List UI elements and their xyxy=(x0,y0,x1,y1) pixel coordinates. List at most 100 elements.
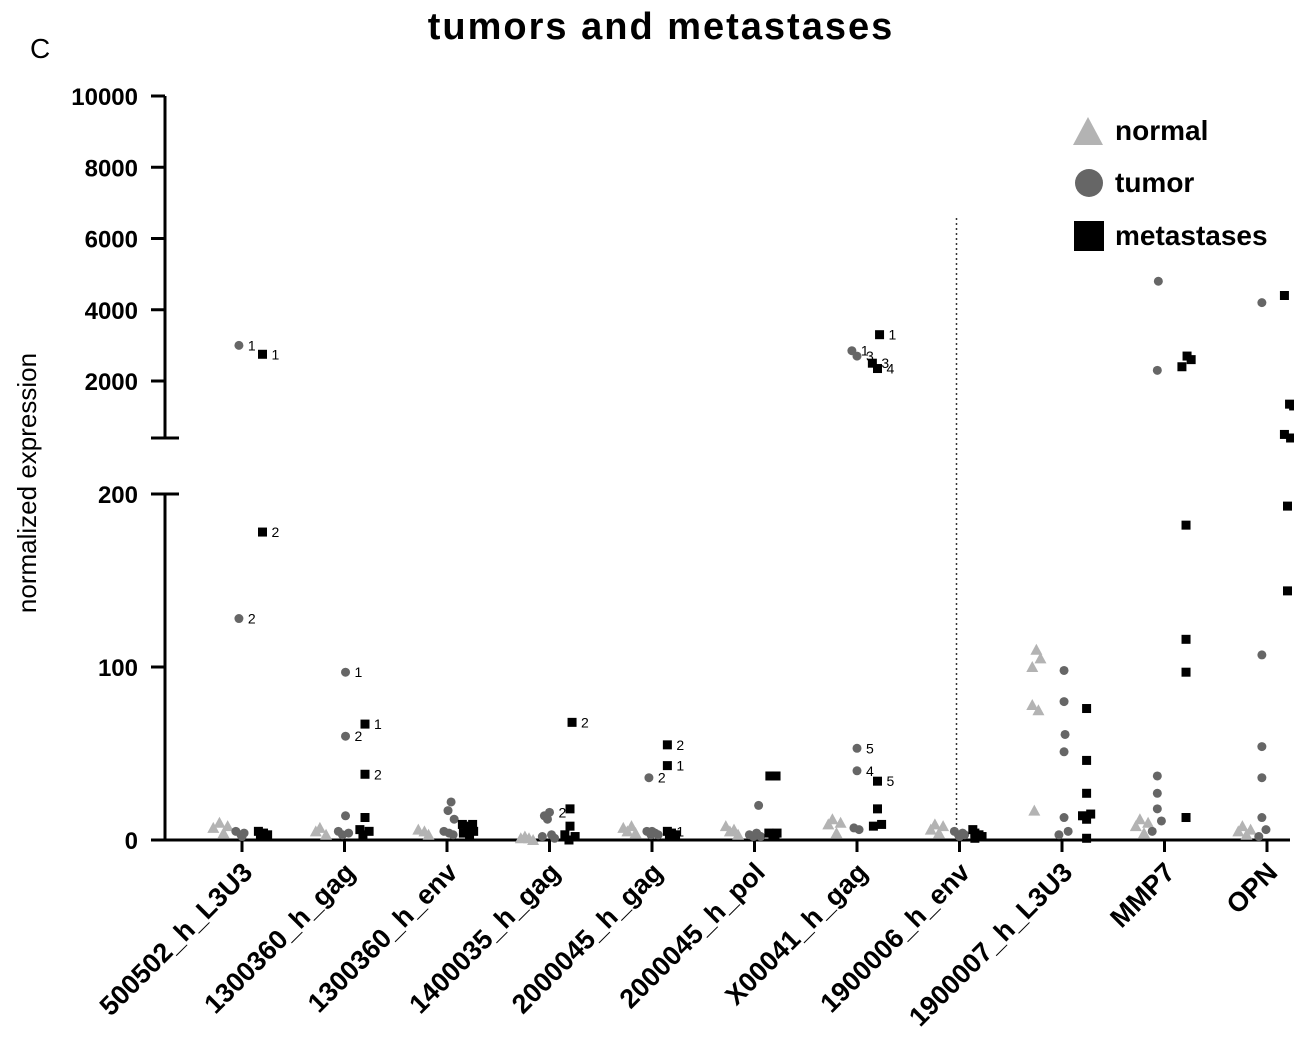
point-metastases xyxy=(1086,809,1096,819)
point-metastases xyxy=(662,740,672,750)
point-metastases xyxy=(564,835,574,845)
point-tumor xyxy=(1156,816,1166,826)
point-tumor xyxy=(1261,825,1271,835)
point-normal xyxy=(1138,827,1150,839)
point-metastases xyxy=(263,830,273,840)
point-metastases xyxy=(977,832,987,842)
point-tumor xyxy=(341,667,351,677)
point-metastases xyxy=(771,771,781,781)
point-label: 1 xyxy=(889,327,897,343)
point-tumor xyxy=(1059,665,1069,675)
point-metastases xyxy=(1082,833,1092,843)
point-normal xyxy=(834,816,847,828)
point-tumor xyxy=(1059,813,1069,823)
x-tick-label: MMP7 xyxy=(1104,857,1180,933)
point-metastases xyxy=(560,830,570,840)
point-tumor xyxy=(448,830,458,840)
point-tumor xyxy=(756,832,766,842)
point-metastases xyxy=(662,761,672,771)
point-tumor xyxy=(1152,788,1162,798)
point-normal xyxy=(830,827,843,839)
point-label: 3 xyxy=(881,355,889,371)
point-normal xyxy=(320,828,333,840)
point-tumor xyxy=(237,832,247,842)
point-label: 4 xyxy=(887,361,895,377)
point-metastases xyxy=(258,349,267,359)
point-metastases xyxy=(1279,429,1289,439)
point-metastases xyxy=(671,830,681,840)
legend-marker-metastases xyxy=(1074,221,1104,251)
chart-title: tumors and metastases xyxy=(428,6,895,48)
point-label: 1 xyxy=(676,823,684,839)
point-metastases xyxy=(364,826,374,836)
point-tumor xyxy=(852,766,862,776)
point-metastases xyxy=(1181,667,1191,677)
point-label: 2 xyxy=(581,714,589,730)
point-label: 2 xyxy=(272,524,280,540)
point-metastases xyxy=(770,832,780,842)
point-metastases xyxy=(570,832,580,842)
point-normal xyxy=(1129,820,1142,832)
point-normal xyxy=(1032,704,1045,716)
point-tumor xyxy=(852,743,862,753)
point-normal xyxy=(732,828,745,840)
point-tumor xyxy=(1152,804,1162,814)
point-tumor xyxy=(234,340,244,350)
point-label: 2 xyxy=(374,766,382,782)
point-normal xyxy=(1133,813,1146,825)
y-tick-label: 200 xyxy=(98,482,138,509)
point-normal xyxy=(625,820,638,832)
point-metastases xyxy=(867,358,877,368)
point-label: 1 xyxy=(355,664,363,680)
point-metastases xyxy=(873,364,882,374)
point-metastases xyxy=(970,833,980,843)
point-metastases xyxy=(1283,586,1292,596)
point-metastases xyxy=(1082,755,1092,765)
point-metastases xyxy=(458,828,468,838)
point-tumor xyxy=(1257,813,1267,823)
point-tumor xyxy=(550,833,560,843)
point-normal xyxy=(629,827,642,839)
point-normal xyxy=(928,818,941,830)
point-metastases xyxy=(1082,788,1092,798)
legend-label-normal: normal xyxy=(1115,115,1208,146)
point-tumor xyxy=(960,830,970,840)
y-axis-label: normalized expression xyxy=(12,353,42,613)
point-metastases xyxy=(1181,634,1191,644)
point-tumor xyxy=(644,773,654,783)
y-tick-label: 2000 xyxy=(85,369,138,396)
point-label: 1 xyxy=(676,758,684,774)
y-tick-label: 10000 xyxy=(71,84,138,111)
point-normal xyxy=(217,827,230,839)
point-metastases xyxy=(468,819,478,829)
point-label: 5 xyxy=(866,740,874,756)
point-tumor xyxy=(446,797,456,807)
point-metastases xyxy=(565,804,575,814)
legend-label-metastases: metastases xyxy=(1115,220,1268,251)
point-metastases xyxy=(1289,401,1294,411)
point-normal xyxy=(213,816,226,828)
point-tumor xyxy=(1254,832,1264,842)
point-tumor xyxy=(1152,771,1162,781)
point-normal xyxy=(937,820,950,832)
point-metastases xyxy=(355,825,365,835)
point-tumor xyxy=(1257,773,1267,783)
point-metastases xyxy=(1181,520,1191,530)
point-tumor xyxy=(1152,365,1162,375)
point-normal xyxy=(1236,820,1249,832)
point-tumor xyxy=(341,811,351,821)
point-metastases xyxy=(765,771,775,781)
point-tumor xyxy=(1054,830,1064,840)
point-metastases xyxy=(255,832,265,842)
point-metastases xyxy=(1186,355,1196,365)
point-metastases xyxy=(360,813,370,823)
point-normal xyxy=(1034,652,1047,664)
point-label: 1 xyxy=(861,343,869,359)
y-tick-label: 100 xyxy=(98,655,138,682)
point-metastases xyxy=(258,527,267,537)
y-tick-label: 4000 xyxy=(85,298,138,325)
point-metastases xyxy=(567,717,577,727)
point-tumor xyxy=(344,828,354,838)
point-tumor xyxy=(449,814,459,824)
